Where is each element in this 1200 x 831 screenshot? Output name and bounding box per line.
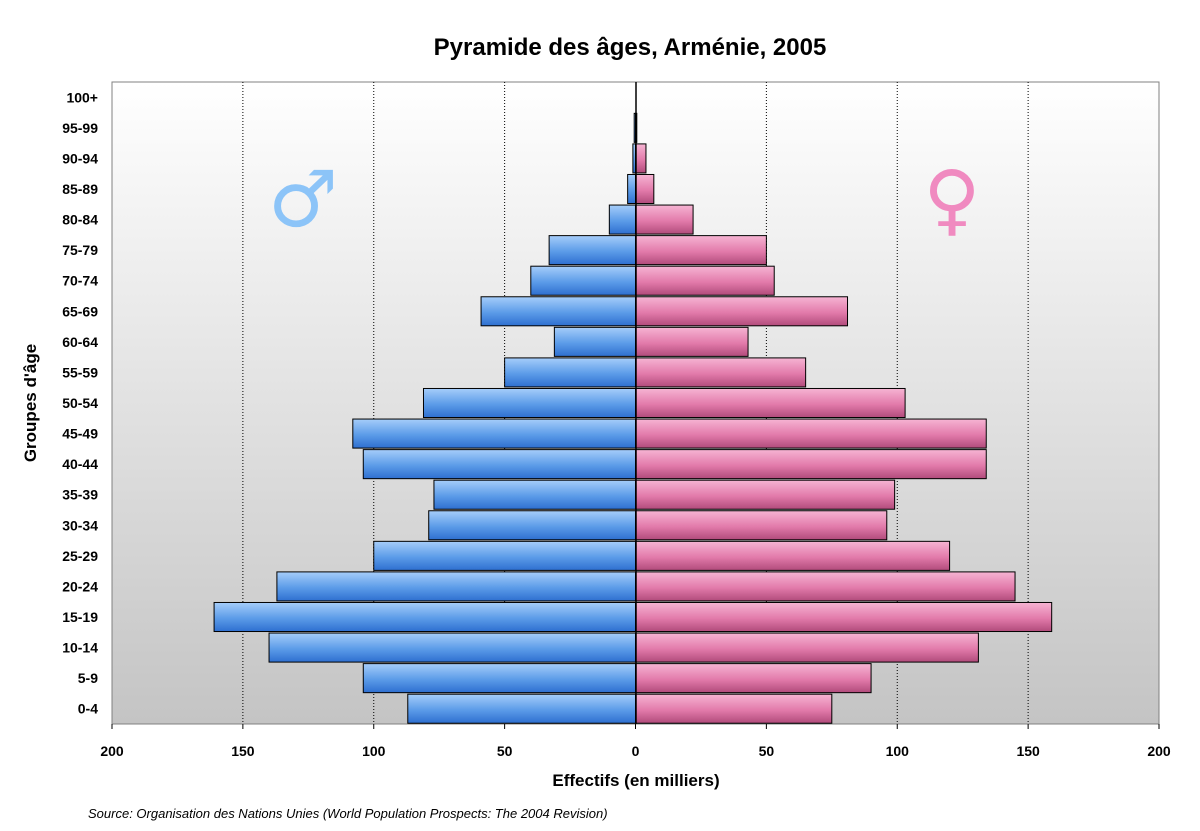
female-bar-70-74: [635, 265, 775, 296]
y-tick-label: 65-69: [62, 303, 98, 319]
female-bar-90-94: [635, 143, 647, 174]
x-tick-label: 50: [759, 743, 775, 759]
female-bar-50-54: [635, 387, 906, 419]
male-bar-15-19: [213, 601, 637, 633]
male-bar-40-44: [362, 449, 636, 480]
female-bar-30-34: [635, 510, 888, 541]
y-tick-label: 30-34: [62, 517, 98, 533]
male-bar-10-14: [268, 632, 636, 663]
y-tick-label: 0-4: [78, 701, 98, 717]
male-symbol: ♂: [268, 155, 338, 245]
y-tick-labels: 0-4 5-9 10-14 15-19 20-24 25-29 30-34 35-39 40-4…: [62, 89, 98, 716]
y-tick-label: 70-74: [62, 273, 98, 289]
y-tick-label: 20-24: [62, 578, 98, 594]
male-bar-25-29: [373, 540, 636, 571]
male-bar-50-54: [422, 387, 637, 419]
male-bar-75-79: [548, 235, 636, 266]
x-tick-label: 100: [886, 743, 910, 759]
female-bar-20-24: [635, 571, 1016, 602]
x-tick-label: 100: [362, 743, 386, 759]
male-bar-80-84: [608, 204, 637, 235]
female-bar-35-39: [635, 479, 896, 510]
y-tick-label: 85-89: [62, 181, 98, 197]
female-bar-10-14: [635, 632, 979, 663]
female-bar-0-4: [635, 693, 833, 724]
y-tick-label: 80-84: [62, 212, 98, 228]
male-bar-70-74: [530, 265, 636, 296]
female-bar-75-79: [635, 235, 767, 266]
y-tick-label: 60-64: [62, 334, 98, 350]
male-bar-60-64: [553, 326, 636, 357]
female-bar-25-29: [635, 540, 951, 571]
y-tick-label: 100+: [66, 89, 98, 105]
female-symbol: ♀: [923, 155, 980, 245]
y-tick-label: 35-39: [62, 487, 98, 503]
x-tick-label: 150: [1016, 743, 1040, 759]
male-bar-5-9: [362, 663, 636, 694]
bars: [213, 112, 1053, 724]
female-bar-85-89: [635, 173, 655, 205]
y-tick-label: 50-54: [62, 395, 98, 411]
male-bar-45-49: [352, 418, 636, 449]
female-bar-5-9: [635, 663, 872, 694]
male-bar-0-4: [407, 693, 636, 724]
x-tick-labels: 200 150 100 50 0 50 100 150 200: [100, 724, 1171, 759]
female-bar-80-84: [635, 204, 694, 235]
male-bar-20-24: [276, 571, 636, 602]
male-bar-65-69: [480, 296, 636, 327]
x-tick-label: 150: [231, 743, 255, 759]
female-bar-40-44: [635, 449, 987, 480]
male-bar-30-34: [428, 510, 636, 541]
y-tick-label: 95-99: [62, 120, 98, 136]
female-bar-65-69: [635, 296, 849, 327]
y-tick-label: 25-29: [62, 548, 98, 564]
y-axis-title: Groupes d'âge: [21, 344, 40, 462]
x-tick-label: 0: [632, 743, 640, 759]
male-bar-55-59: [504, 357, 636, 388]
y-tick-label: 75-79: [62, 242, 98, 258]
chart-title: Pyramide des âges, Arménie, 2005: [434, 34, 827, 61]
female-bar-55-59: [635, 357, 807, 388]
y-tick-label: 15-19: [62, 609, 98, 625]
x-tick-label: 200: [100, 743, 124, 759]
male-bar-85-89: [627, 173, 637, 205]
female-bar-60-64: [635, 326, 749, 357]
y-tick-label: 45-49: [62, 426, 98, 442]
source-note: Source: Organisation des Nations Unies (…: [88, 806, 608, 821]
x-axis-title: Effectifs (en milliers): [552, 771, 719, 790]
x-tick-label: 50: [497, 743, 513, 759]
male-bar-35-39: [433, 479, 637, 510]
y-tick-label: 5-9: [78, 670, 98, 686]
y-tick-label: 90-94: [62, 150, 98, 166]
y-tick-label: 10-14: [62, 640, 98, 656]
x-tick-label: 200: [1147, 743, 1171, 759]
female-bar-45-49: [635, 418, 987, 449]
y-tick-label: 55-59: [62, 364, 98, 380]
female-bar-15-19: [635, 601, 1053, 633]
y-tick-label: 40-44: [62, 456, 98, 472]
